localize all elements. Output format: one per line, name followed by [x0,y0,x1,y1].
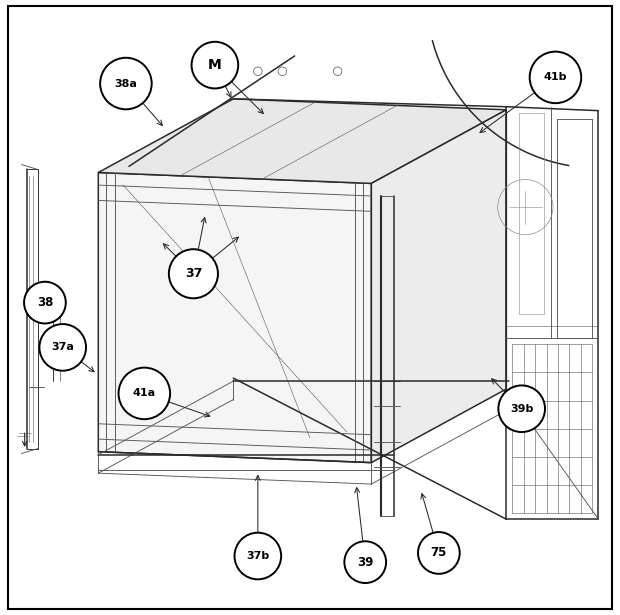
Text: 39: 39 [357,555,373,569]
Polygon shape [99,99,507,183]
Text: 41b: 41b [544,73,567,82]
Circle shape [24,282,66,323]
Text: 37: 37 [185,268,202,280]
Circle shape [418,532,459,574]
Circle shape [118,368,170,419]
Text: 38: 38 [37,296,53,309]
Polygon shape [371,110,507,462]
Circle shape [40,324,86,371]
Circle shape [234,533,281,579]
Text: 41a: 41a [133,389,156,399]
Circle shape [498,386,545,432]
Text: 38a: 38a [115,79,138,89]
Circle shape [344,541,386,583]
Polygon shape [99,172,371,462]
Text: 75: 75 [431,547,447,560]
Circle shape [529,52,581,103]
Circle shape [192,42,238,89]
Text: 39b: 39b [510,403,533,414]
Text: 37b: 37b [246,551,270,561]
Circle shape [100,58,152,109]
Circle shape [169,249,218,298]
Text: eReplacementParts.com: eReplacementParts.com [229,328,391,341]
Text: M: M [208,58,222,72]
Text: 37a: 37a [51,343,74,352]
